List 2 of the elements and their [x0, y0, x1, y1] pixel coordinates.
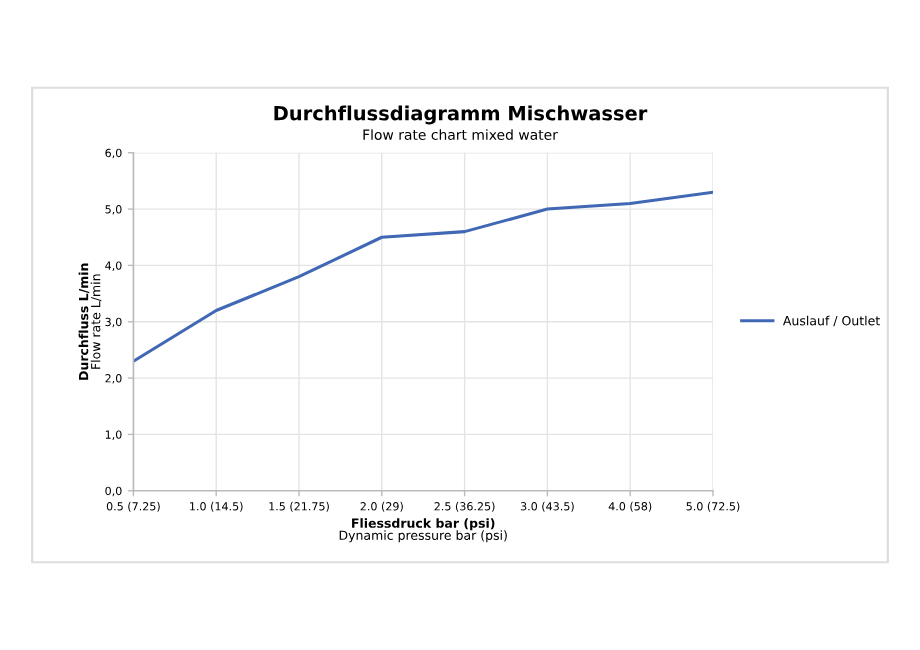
chart-title: Durchflussdiagramm Mischwasser	[274, 105, 648, 125]
line-series	[133, 190, 713, 363]
